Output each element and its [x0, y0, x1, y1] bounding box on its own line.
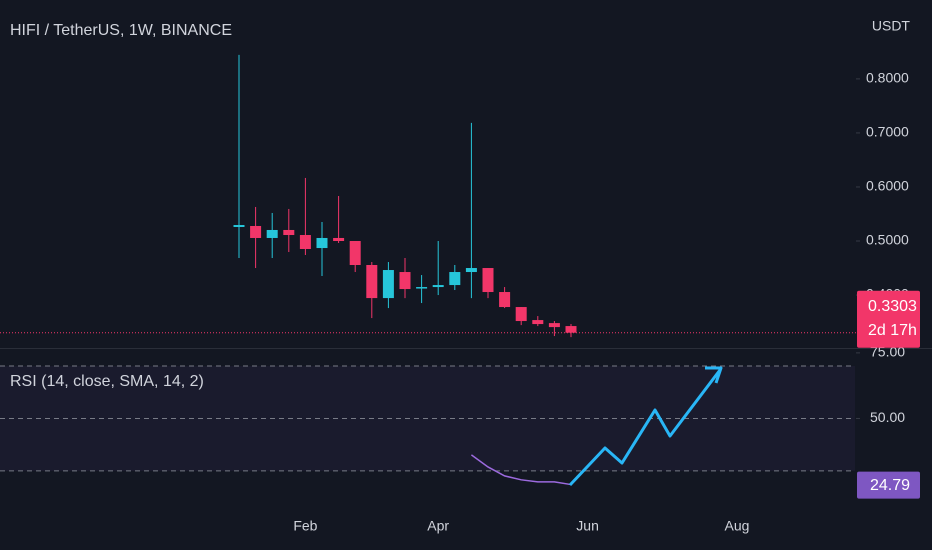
candle-body — [250, 225, 262, 238]
arrow-head — [705, 366, 723, 384]
candle-body — [416, 287, 428, 289]
rsi-y-tick-label: 50.00 — [870, 409, 905, 425]
candle-body — [499, 292, 511, 308]
candle-body — [366, 264, 378, 299]
y-tick-label: 0.7000 — [866, 124, 909, 140]
candle-body — [565, 326, 577, 333]
candle-body — [399, 272, 411, 290]
chart-title: HIFI / TetherUS, 1W, BINANCE — [10, 22, 232, 39]
candle-body — [548, 323, 560, 328]
candle-body — [349, 241, 361, 265]
candle-body — [465, 268, 477, 273]
candle-body — [266, 229, 278, 238]
drawn-arrow — [568, 369, 722, 487]
candle-body — [532, 320, 544, 325]
rsi-line — [470, 454, 572, 486]
candle-body — [382, 270, 394, 299]
candle-body — [316, 237, 328, 249]
last-price-label: 0.3303 — [868, 298, 917, 315]
candle-body — [299, 235, 311, 250]
x-tick-label: Jun — [576, 518, 599, 534]
candle-body — [449, 272, 461, 286]
rsi-value-box — [857, 471, 920, 499]
x-tick-label: Aug — [725, 518, 750, 534]
candle-body — [333, 237, 345, 242]
last-price-box — [857, 290, 920, 348]
rsi-value-label: 24.79 — [870, 477, 910, 494]
countdown-label: 2d 17h — [868, 322, 917, 339]
axis-unit: USDT — [872, 18, 911, 34]
x-tick-label: Apr — [427, 518, 449, 534]
y-tick-label: 0.6000 — [866, 178, 909, 194]
indicator-name: RSI (14, close, SMA, 14, 2) — [10, 373, 204, 390]
candle-body — [432, 285, 444, 288]
candle-body — [482, 268, 494, 293]
y-tick-label: 0.8000 — [866, 70, 909, 86]
x-tick-label: Feb — [293, 518, 317, 534]
candle-body — [515, 307, 527, 322]
candle-body — [283, 229, 295, 236]
y-tick-label: 0.5000 — [866, 232, 909, 248]
candle-body — [233, 225, 245, 228]
